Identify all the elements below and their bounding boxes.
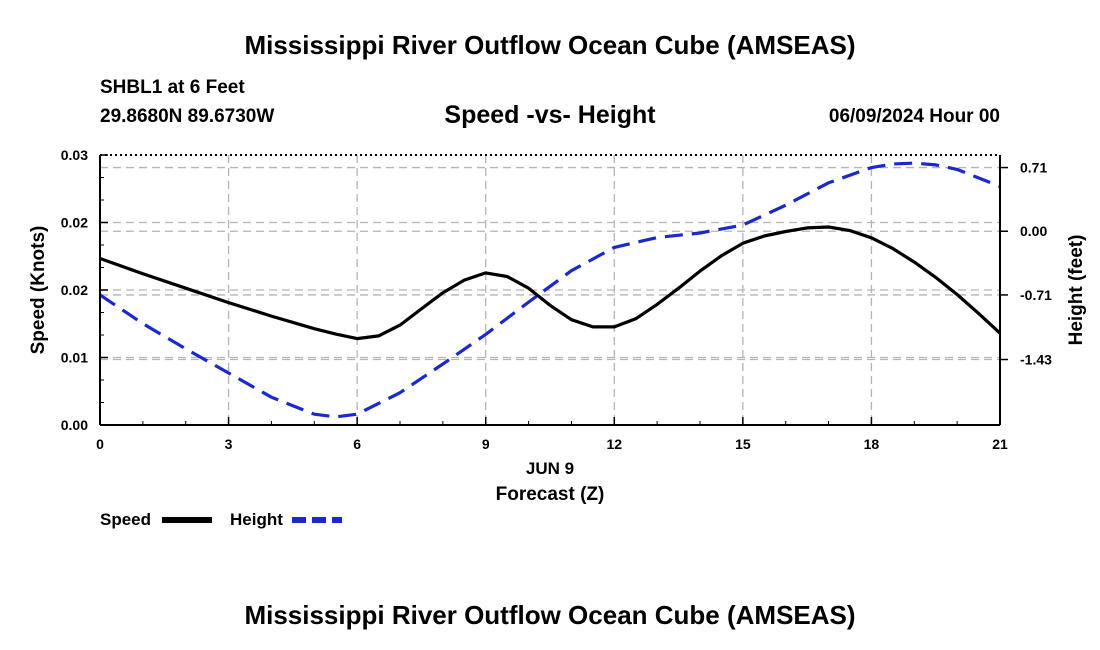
y-tick-label: 0.03 [61, 147, 88, 163]
legend-label-speed: Speed [100, 510, 151, 529]
x-tick-label: 9 [482, 436, 490, 452]
series-line-height [99, 161, 1001, 419]
x-axis-title: Forecast (Z) [496, 484, 605, 505]
series-lines [99, 161, 1002, 419]
x-axis-date-label: JUN 9 [526, 459, 574, 478]
y-tick-label: 0.01 [61, 350, 88, 366]
page-title-bottom: Mississippi River Outflow Ocean Cube (AM… [244, 600, 856, 630]
legend: Speed Height [100, 510, 342, 529]
axis-ticks: 0 3 6 9 12 15 18 21 0.00 0.01 0.02 0.02 0.03 -1.43 -0.… [61, 147, 1052, 452]
chart-title: Speed -vs- Height [444, 101, 656, 129]
y2-tick-label: -0.71 [1020, 287, 1052, 303]
x-tick-label: 6 [353, 436, 361, 452]
y2-tick-label: 0.71 [1020, 160, 1047, 176]
x-tick-label: 21 [992, 436, 1008, 452]
x-tick-label: 3 [225, 436, 233, 452]
page-title: Mississippi River Outflow Ocean Cube (AM… [244, 30, 856, 60]
legend-label-height: Height [230, 510, 283, 529]
x-tick-label: 15 [735, 436, 751, 452]
y2-tick-label: 0.00 [1020, 223, 1047, 239]
station-label: SHBL1 at 6 Feet [100, 77, 245, 98]
x-tick-label: 12 [606, 436, 622, 452]
forecast-date: 06/09/2024 Hour 00 [828, 106, 1000, 127]
y-tick-label: 0.02 [61, 282, 88, 298]
x-tick-label: 0 [96, 436, 104, 452]
y2-axis-title: Height (feet) [1066, 235, 1087, 346]
y-tick-label: 0.00 [61, 417, 88, 433]
grid-lines [100, 155, 1000, 425]
x-tick-label: 18 [864, 436, 880, 452]
y-axis-title: Speed (Knots) [28, 226, 49, 355]
series-line-speed [99, 225, 1002, 341]
station-coordinates: 29.8680N 89.6730W [100, 106, 275, 127]
y2-tick-label: -1.43 [1020, 352, 1052, 368]
y-tick-label: 0.02 [61, 215, 88, 231]
